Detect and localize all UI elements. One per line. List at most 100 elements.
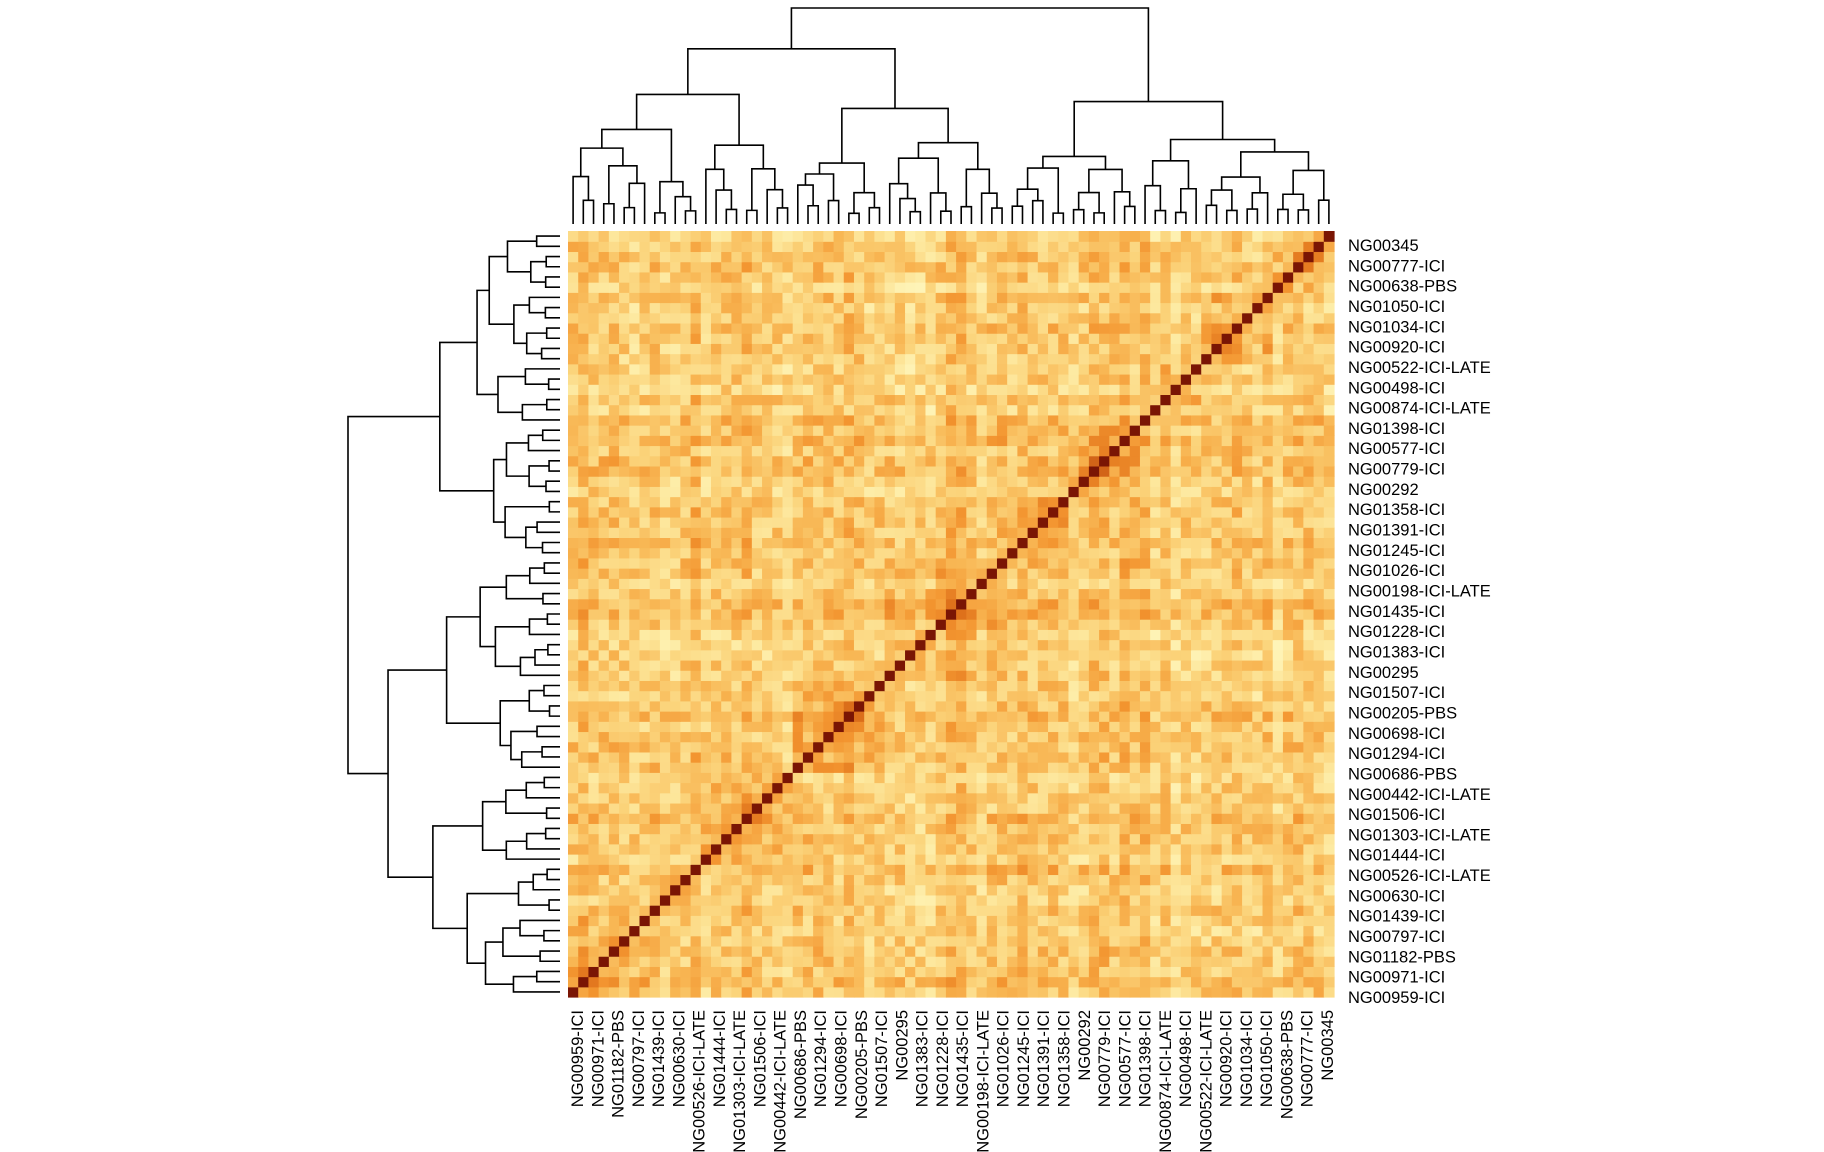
heatmap-cell <box>1201 956 1213 967</box>
heatmap-cell <box>1048 894 1059 906</box>
heatmap-cell <box>1150 854 1161 865</box>
heatmap-cell <box>1170 751 1182 763</box>
heatmap-cell <box>598 465 610 477</box>
heatmap-cell <box>700 843 712 855</box>
heatmap-cell <box>629 762 641 773</box>
heatmap-cell <box>905 465 916 477</box>
heatmap-cell <box>802 516 814 528</box>
heatmap-cell <box>731 639 743 651</box>
heatmap-cell <box>731 833 743 845</box>
heatmap-cell <box>1109 905 1121 916</box>
heatmap-cell <box>925 598 937 610</box>
heatmap-cell <box>659 343 671 355</box>
heatmap-cell <box>731 537 743 549</box>
heatmap-cell <box>813 782 824 794</box>
heatmap-cell <box>1313 680 1325 692</box>
heatmap-cell <box>649 425 661 436</box>
heatmap-cell <box>1272 486 1284 498</box>
heatmap-cell <box>874 578 886 590</box>
heatmap-cell <box>925 527 937 538</box>
heatmap-cell <box>1150 802 1161 814</box>
heatmap-cell <box>710 404 722 416</box>
heatmap-cell <box>619 905 630 916</box>
heatmap-cell <box>1272 905 1284 916</box>
heatmap-cell <box>976 782 988 794</box>
heatmap-cell <box>1048 874 1059 886</box>
heatmap-cell <box>986 854 998 865</box>
heatmap-cell <box>772 639 784 651</box>
heatmap-cell <box>986 588 998 600</box>
heatmap-cell <box>1048 598 1059 610</box>
heatmap-cell <box>721 813 733 824</box>
heatmap-cell <box>1252 711 1264 722</box>
heatmap-cell <box>700 404 712 416</box>
heatmap-cell <box>884 516 896 528</box>
heatmap-cell <box>629 547 641 559</box>
heatmap-cell <box>1150 465 1161 477</box>
heatmap-cell <box>710 516 722 528</box>
heatmap-cell <box>1262 629 1274 641</box>
heatmap-cell <box>1282 935 1294 947</box>
heatmap-cell <box>1272 527 1284 538</box>
heatmap-cell <box>945 486 957 498</box>
heatmap-cell <box>1099 956 1110 967</box>
heatmap-cell <box>782 976 794 988</box>
heatmap-cell <box>690 557 702 569</box>
heatmap-cell <box>884 813 896 824</box>
heatmap-cell <box>915 578 927 590</box>
heatmap-cell <box>1007 925 1018 937</box>
heatmap-cell <box>1088 516 1100 528</box>
heatmap-cell <box>843 905 855 916</box>
heatmap-cell <box>1180 384 1192 396</box>
heatmap-cell <box>751 312 763 324</box>
heatmap-cell <box>1221 659 1233 671</box>
heatmap-cell <box>1323 373 1335 385</box>
heatmap-cell <box>874 414 886 426</box>
heatmap-cell <box>1252 802 1264 814</box>
heatmap-cell <box>945 353 957 365</box>
heatmap-cell <box>884 986 896 998</box>
heatmap-cell <box>813 690 824 702</box>
heatmap-cell <box>680 384 692 396</box>
heatmap-cell <box>935 312 947 324</box>
heatmap-cell <box>915 629 927 641</box>
heatmap-cell <box>1272 782 1284 794</box>
heatmap-cell <box>1242 414 1253 426</box>
heatmap-cell <box>1160 343 1172 355</box>
heatmap-cell <box>986 762 998 773</box>
heatmap-cell <box>894 915 906 927</box>
heatmap-cell <box>772 363 784 375</box>
heatmap-cell <box>986 322 998 334</box>
heatmap-cell <box>1221 711 1233 722</box>
heatmap-cell <box>741 680 753 692</box>
heatmap-cell <box>1109 833 1121 845</box>
heatmap-cell <box>1017 823 1029 835</box>
heatmap-cell <box>1048 813 1059 824</box>
heatmap-cell <box>1109 823 1121 835</box>
heatmap-cell <box>1058 976 1070 988</box>
heatmap-cell <box>1017 435 1029 447</box>
heatmap-cell <box>659 670 671 681</box>
heatmap-cell <box>588 547 600 559</box>
heatmap-cell <box>1323 731 1335 743</box>
heatmap-cell <box>966 711 978 722</box>
heatmap-cell <box>629 935 641 947</box>
heatmap-cell <box>578 670 590 681</box>
heatmap-cell <box>1252 935 1264 947</box>
heatmap-cell <box>956 373 967 385</box>
heatmap-cell <box>915 425 927 436</box>
heatmap-cell <box>1313 894 1325 906</box>
heatmap-cell <box>690 925 702 937</box>
heatmap-cell <box>1150 823 1161 835</box>
heatmap-cell <box>578 425 590 436</box>
heatmap-cell <box>1211 802 1223 814</box>
heatmap-cell <box>792 823 804 835</box>
heatmap-cell <box>813 506 824 518</box>
heatmap-cell <box>956 414 967 426</box>
heatmap-cell <box>659 476 671 487</box>
heatmap-cell <box>823 905 835 916</box>
heatmap-cell <box>1201 649 1213 661</box>
heatmap-cell <box>1068 649 1080 661</box>
heatmap-cell <box>1078 527 1090 538</box>
heatmap-cell <box>1160 435 1172 447</box>
